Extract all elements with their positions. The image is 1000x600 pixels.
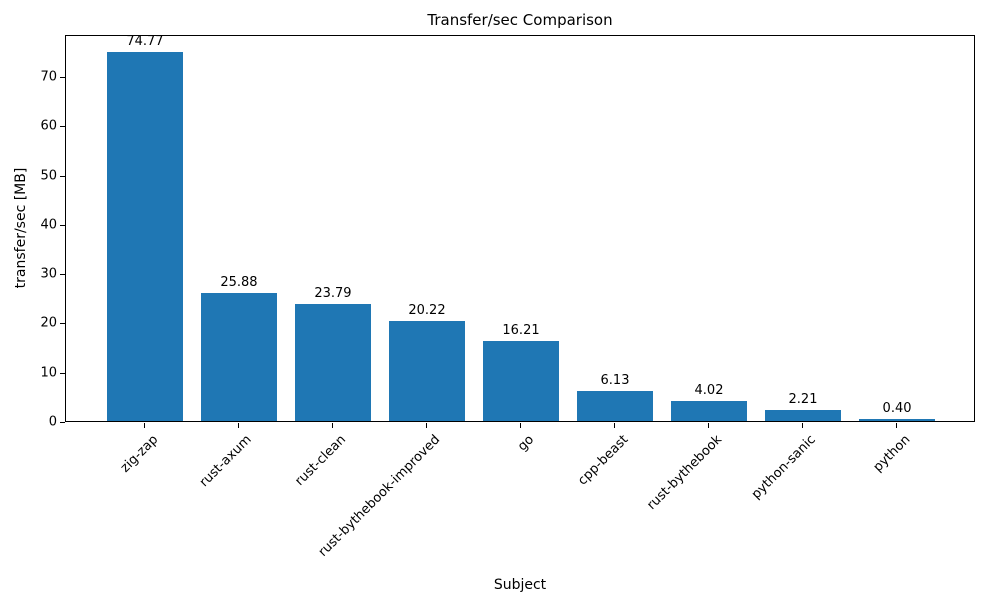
y-tick-label: 60 — [40, 118, 57, 134]
y-tick-label: 40 — [40, 217, 57, 233]
chart-title: Transfer/sec Comparison — [427, 11, 613, 29]
x-tick-mark — [896, 423, 898, 428]
bar — [107, 52, 183, 421]
bar — [295, 303, 371, 421]
y-tick-label: 30 — [40, 266, 57, 282]
y-tick-label: 0 — [48, 414, 57, 430]
bar — [483, 341, 559, 421]
y-tick-label: 10 — [40, 365, 57, 381]
y-tick-mark — [60, 224, 65, 226]
x-tick-label: python — [870, 432, 913, 476]
x-tick-label: rust-bythebook — [644, 432, 725, 513]
x-tick-mark — [614, 423, 615, 428]
x-tick-mark — [802, 423, 804, 428]
bar — [671, 401, 747, 421]
bar-value-label: 16.21 — [502, 323, 540, 339]
x-tick-label: go — [514, 432, 537, 455]
x-tick-mark — [143, 423, 145, 428]
plot-area: 74.77 25.88 23.79 20.22 16.21 6.13 4.02 2.21 0.4… — [65, 35, 975, 422]
bar-value-label: 0.40 — [882, 401, 912, 417]
x-tick-label: python-sanic — [748, 432, 819, 503]
bar-value-label: 4.02 — [694, 383, 724, 399]
y-tick-mark — [60, 372, 65, 374]
y-tick-label: 70 — [40, 69, 57, 85]
bar-value-label: 2.21 — [788, 392, 818, 408]
y-tick-mark — [60, 422, 65, 423]
bar-value-label: 25.88 — [220, 275, 258, 291]
bar-value-label: 20.22 — [408, 303, 446, 319]
x-tick-mark — [237, 423, 239, 428]
bar-value-label: 23.79 — [314, 285, 352, 301]
y-tick-mark — [60, 323, 65, 325]
x-tick-label: zig-zap — [117, 432, 161, 476]
x-tick-mark — [520, 423, 521, 428]
bar-value-label: 6.13 — [600, 372, 630, 388]
x-tick-mark — [331, 423, 333, 428]
bar — [859, 419, 935, 421]
bar — [389, 321, 465, 421]
x-axis-label: Subject — [493, 577, 547, 593]
y-tick-mark — [60, 175, 65, 177]
y-tick-mark — [60, 126, 65, 128]
x-tick-mark — [708, 423, 710, 428]
y-tick-mark — [60, 76, 65, 78]
x-tick-mark — [425, 423, 427, 428]
x-tick-label: cpp-beast — [574, 432, 631, 489]
bars-layer: 74.77 25.88 23.79 20.22 16.21 6.13 4.02 2.21 0.4… — [66, 34, 974, 421]
bar-value-label: 74.77 — [126, 34, 164, 50]
y-tick-mark — [60, 274, 65, 276]
x-tick-label: rust-axum — [197, 432, 255, 491]
x-tick-label: rust-clean — [292, 432, 349, 489]
y-tick-label: 20 — [40, 315, 57, 331]
bar — [201, 293, 277, 421]
bar — [577, 390, 653, 421]
bar — [765, 410, 841, 421]
y-tick-label: 50 — [40, 168, 57, 183]
